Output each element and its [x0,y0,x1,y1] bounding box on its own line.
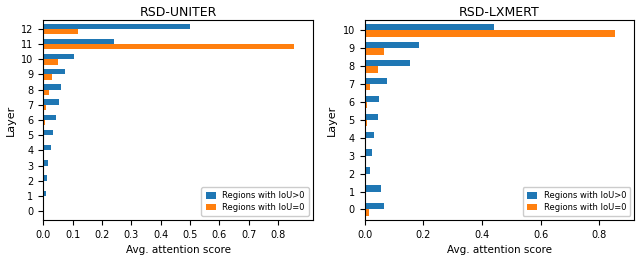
Bar [44,29,79,34]
Y-axis label: Layer: Layer [6,104,15,135]
Bar [44,90,49,95]
Bar [365,48,383,55]
Bar [365,42,419,48]
Bar [44,69,65,74]
Legend: Regions with IoU>0, Regions with IoU=0: Regions with IoU>0, Regions with IoU=0 [202,187,309,216]
Bar [365,84,371,90]
Bar [365,150,372,156]
Bar [44,115,56,120]
Bar [44,175,47,181]
Bar [44,191,45,196]
Bar [365,78,387,84]
Bar [365,24,493,31]
Bar [365,120,367,126]
Bar [44,84,61,90]
Bar [365,114,378,120]
Bar [44,120,45,125]
Bar [365,209,369,216]
Bar [365,96,380,102]
Bar [44,44,294,49]
Y-axis label: Layer: Layer [327,104,337,135]
X-axis label: Avg. attention score: Avg. attention score [125,245,230,256]
Bar [44,105,45,110]
Bar [365,203,383,209]
Bar [44,130,53,135]
Bar [365,167,370,174]
Bar [365,66,378,73]
Bar [44,23,190,29]
Bar [44,54,74,59]
Bar [44,160,49,165]
Bar [365,185,381,192]
Legend: Regions with IoU>0, Regions with IoU=0: Regions with IoU>0, Regions with IoU=0 [523,187,630,216]
Bar [44,99,60,105]
Bar [365,102,367,108]
Bar [44,74,52,80]
Bar [44,39,114,44]
Bar [365,31,616,37]
Bar [365,132,374,138]
Bar [365,60,410,66]
X-axis label: Avg. attention score: Avg. attention score [447,245,552,256]
Bar [44,59,58,64]
Title: RSD-LXMERT: RSD-LXMERT [459,5,540,19]
Bar [44,145,51,150]
Title: RSD-UNITER: RSD-UNITER [140,5,217,19]
